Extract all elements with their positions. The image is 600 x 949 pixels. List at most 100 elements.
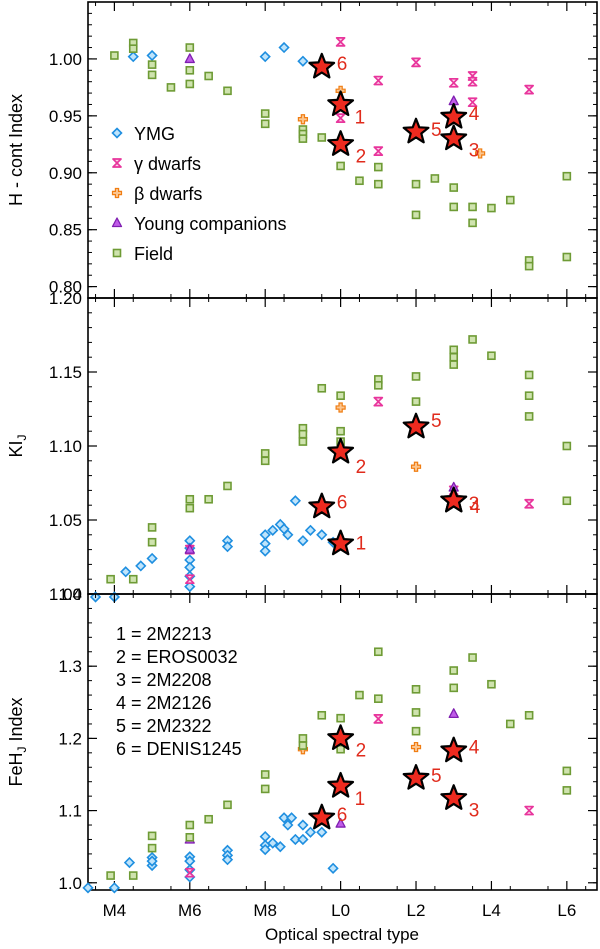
data-point [223, 800, 232, 810]
data-point [373, 396, 384, 407]
data-point [259, 51, 271, 63]
x-tick-label: M8 [253, 901, 277, 920]
data-point [327, 862, 339, 874]
data-point [373, 146, 384, 156]
highlight-star [327, 529, 355, 556]
highlight-star [402, 764, 430, 790]
y-tick-label: 1.0 [58, 874, 82, 893]
marker-shape [304, 524, 317, 536]
marker-shape [146, 49, 158, 62]
data-point [524, 412, 534, 421]
data-point [298, 734, 308, 743]
panel-1: 0.80 0.85 0.90 0.95 1.00 H - cont Index 1 2 3 4 5 6 [6, 1, 598, 299]
y-tick-label: 1.00 [49, 50, 82, 69]
data-point [317, 383, 327, 393]
marker-shape [327, 862, 339, 874]
marker-shape [467, 76, 478, 87]
marker-shape [336, 426, 345, 436]
series-field [106, 335, 572, 584]
marker-shape [373, 714, 384, 724]
data-point [411, 397, 421, 406]
highlight-label: 4 [469, 104, 480, 125]
marker-shape [411, 684, 421, 694]
data-point [221, 541, 234, 553]
data-point [467, 76, 478, 87]
series-ymg [82, 812, 339, 894]
marker-shape [467, 97, 478, 108]
marker-shape [336, 713, 345, 723]
data-point [374, 694, 383, 703]
legend-label: β dwarfs [134, 184, 202, 204]
data-point [184, 580, 196, 593]
marker-shape [260, 456, 270, 466]
marker-shape [562, 252, 572, 262]
marker-shape [411, 397, 421, 406]
highlight-star [440, 784, 468, 810]
data-point [487, 203, 496, 213]
data-point [289, 833, 302, 846]
data-point [259, 545, 271, 557]
data-point [147, 537, 157, 547]
marker-shape [147, 70, 157, 80]
data-point [411, 726, 421, 736]
marker-shape [185, 503, 195, 513]
marker-shape [562, 766, 572, 776]
data-point [317, 133, 327, 142]
marker-shape [111, 127, 123, 139]
marker-shape [335, 36, 346, 47]
series-ymg [127, 41, 309, 67]
y-tick-label: 1.4 [58, 585, 82, 604]
data-point [562, 252, 572, 262]
marker-shape [449, 183, 459, 192]
key-list-item: 2 = EROS0032 [116, 647, 238, 667]
data-point [110, 51, 119, 60]
data-point [260, 109, 270, 118]
marker-shape [297, 535, 309, 547]
data-point [468, 202, 477, 212]
marker-shape [411, 708, 421, 717]
marker-shape [524, 370, 534, 380]
data-point [106, 871, 115, 880]
marker-shape [112, 158, 122, 168]
marker-shape [274, 841, 286, 853]
highlight-label: 2 [356, 740, 367, 761]
data-point [374, 381, 383, 390]
data-point [184, 543, 195, 554]
data-point [335, 113, 346, 123]
y-tick-label: 1.3 [58, 657, 82, 676]
marker-shape [185, 43, 195, 52]
data-point [524, 710, 534, 720]
marker-shape [373, 75, 384, 86]
y-tick-label: 1.10 [49, 437, 82, 456]
legend-label: Field [134, 244, 173, 264]
marker-shape [448, 708, 459, 718]
data-point [146, 49, 158, 62]
highlight-label: 6 [337, 805, 348, 826]
data-point [221, 854, 234, 866]
data-point [223, 86, 232, 96]
data-point [317, 710, 327, 720]
highlight-star [402, 117, 430, 144]
data-point [260, 770, 270, 779]
data-point [449, 683, 459, 693]
series-gamma [335, 36, 534, 156]
key-list-item: 5 = 2M2322 [116, 716, 212, 736]
y-tick-label: 1.15 [49, 363, 82, 382]
marker-shape [335, 817, 346, 828]
data-point [449, 183, 459, 192]
panels: 0.800.850.900.951.00H - cont Index 12 3456… [6, 1, 598, 920]
marker-shape [411, 372, 421, 381]
marker-shape [449, 352, 459, 362]
legend-label: Young companions [134, 214, 286, 234]
marker-shape [449, 202, 459, 212]
marker-shape [108, 882, 121, 894]
data-point [374, 179, 383, 189]
marker-shape [106, 871, 115, 880]
panel-2: 1.00 1.05 1.10 1.15 1.20 KIJ 1 2 34 5 6 [6, 289, 598, 604]
data-point [449, 345, 459, 355]
data-point [274, 841, 286, 853]
marker-shape [298, 734, 308, 743]
data-point [185, 494, 195, 504]
data-point [411, 179, 421, 189]
data-point [505, 195, 515, 205]
